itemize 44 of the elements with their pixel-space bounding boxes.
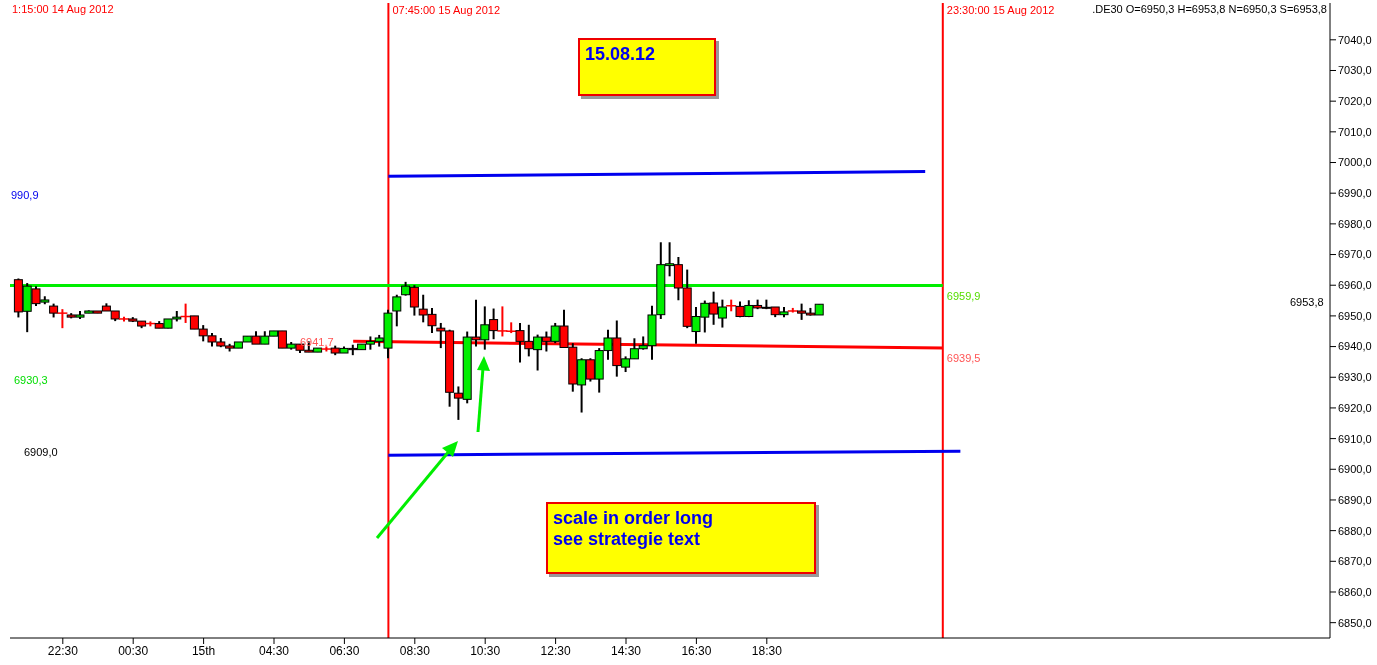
y-tick-label: 6880,0 <box>1338 524 1372 537</box>
annotation: 6953,8 <box>1290 296 1324 308</box>
y-tick-label: 6940,0 <box>1338 340 1372 353</box>
x-tick-label: 08:30 <box>399 643 431 658</box>
x-tick-label: 18:30 <box>751 643 783 658</box>
y-tick-label: 6920,0 <box>1338 401 1372 414</box>
ref-line-label: 23:30:00 15 Aug 2012 <box>946 4 1055 16</box>
y-tick-label: 7000,0 <box>1338 156 1372 169</box>
y-tick-label: 6990,0 <box>1338 187 1372 200</box>
y-tick-label: 7040,0 <box>1338 33 1372 46</box>
y-tick-label: 7010,0 <box>1338 125 1372 138</box>
x-tick-label: 16:30 <box>681 643 712 658</box>
y-tick-label: 6850,0 <box>1338 616 1372 629</box>
y-tick-label: 6870,0 <box>1338 555 1372 568</box>
chart-subtitle: .DE30 O=6950,3 H=6953,8 N=6950,3 S=6953,8 <box>1092 3 1327 15</box>
annotation: 6941,7 <box>300 336 334 348</box>
y-tick-label: 6900,0 <box>1338 463 1372 476</box>
y-tick-label: 6960,0 <box>1338 279 1372 292</box>
y-tick-label: 6980,0 <box>1338 217 1372 230</box>
y-tick-label: 6890,0 <box>1338 493 1372 506</box>
annotation: 6959,9 <box>946 289 981 302</box>
annotation: 6939,5 <box>946 352 981 365</box>
x-tick-label: 04:30 <box>258 643 290 658</box>
y-tick-label: 6950,0 <box>1338 309 1372 322</box>
x-tick-label: 00:30 <box>118 643 149 658</box>
y-tick-label: 6930,0 <box>1338 371 1372 384</box>
x-tick-label: 10:30 <box>470 643 501 658</box>
annotation: 6909,0 <box>24 446 58 458</box>
x-tick-label: 22:30 <box>47 643 79 658</box>
y-tick-label: 6970,0 <box>1338 248 1372 261</box>
y-tick-label: 6910,0 <box>1338 432 1372 445</box>
annotation: 15.08.12 <box>585 44 656 65</box>
y-tick-label: 7030,0 <box>1338 64 1372 77</box>
y-tick-label: 6860,0 <box>1338 585 1372 598</box>
x-tick-label: 12:30 <box>540 643 571 658</box>
annotation: 6930,3 <box>14 374 48 386</box>
annotation: 1:15:00 14 Aug 2012 <box>12 3 114 15</box>
x-tick-label: 06:30 <box>329 643 360 658</box>
ref-line-label: 07:45:00 15 Aug 2012 <box>392 4 501 16</box>
y-tick-label: 7020,0 <box>1338 95 1372 108</box>
annotation: 990,9 <box>11 189 39 201</box>
x-tick-label: 15th <box>191 643 216 658</box>
annotation: scale in order long see strategie text <box>553 508 714 550</box>
x-tick-label: 14:30 <box>610 643 642 658</box>
